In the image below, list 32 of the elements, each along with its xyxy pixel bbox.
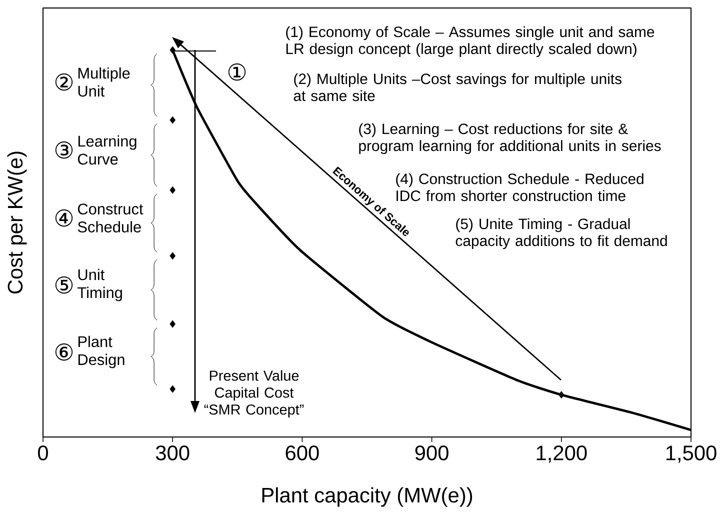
point xyxy=(170,46,176,54)
point xyxy=(170,116,176,124)
annotation: Plant Design xyxy=(78,336,124,368)
annotation: (2) Multiple Units –Cost savings for multiple units at same site xyxy=(294,73,622,102)
x-tick-label: 300 xyxy=(156,446,190,460)
annotation: ④ xyxy=(55,209,73,227)
point xyxy=(170,320,176,328)
annotation: (5) Unite Timing - Gradual capacity additions to fit demand xyxy=(456,218,667,250)
annotation: ⑤ xyxy=(55,276,73,294)
x-tick-label: 1,500 xyxy=(666,446,716,463)
x-tick-label: 1,200 xyxy=(536,446,587,463)
annotation: ① xyxy=(228,63,246,81)
x-tick-label: 0 xyxy=(38,446,48,460)
annotation: ② xyxy=(55,73,73,91)
annotation: (4) Construction Schedule - Reduced IDC from shorter construction time xyxy=(396,173,644,202)
x-axis-title: Plant capacity (MW(e)) xyxy=(262,487,472,507)
annotation: Learning Curve xyxy=(78,135,136,165)
point xyxy=(170,186,176,194)
y-axis-title: Cost per KW(e) xyxy=(7,152,27,294)
point xyxy=(558,391,564,399)
point xyxy=(170,385,176,393)
annotation: (1) Economy of Scale – Assumes single unit and same LR design concept (large plant directly scaled down) xyxy=(286,26,654,58)
annotation: Construct Schedule xyxy=(78,204,144,232)
annotation: ③ xyxy=(55,141,73,159)
annotation: ⑥ xyxy=(55,343,73,361)
annotation: Present Value Capital Cost “SMR Concept” xyxy=(204,370,304,418)
x-tick-label: 900 xyxy=(415,446,448,460)
x-tick-label: 600 xyxy=(286,446,319,460)
annotation: (3) Learning – Cost reductions for site & program learning for additional units in series xyxy=(359,123,661,154)
point xyxy=(170,252,176,260)
annotation: Multiple Unit xyxy=(78,67,130,97)
annotation: Unit Timing xyxy=(78,268,122,302)
